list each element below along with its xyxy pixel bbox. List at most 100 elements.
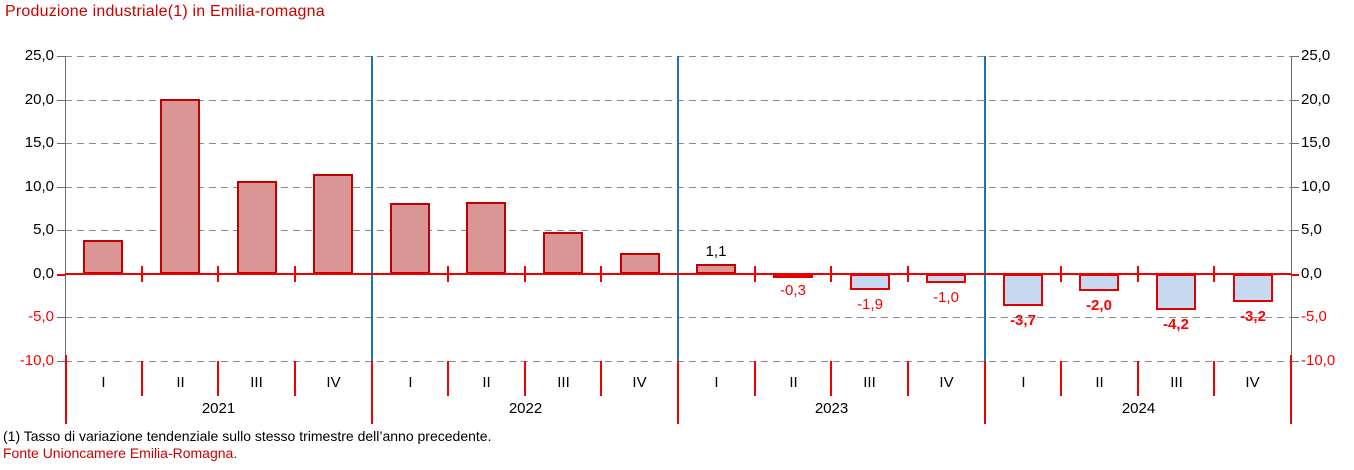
axis-tick [57,100,65,101]
x-tick-label-quarter: III [1170,374,1183,391]
year-separator-extension [677,361,679,424]
bar-label: -0,3 [780,282,806,299]
x-tick-label-quarter: III [863,374,876,391]
x-tick-label-quarter: I [408,374,413,391]
year-separator [984,56,986,361]
x-tick-label-quarter: IV [1245,374,1260,391]
x-tick-label-quarter: II [1095,374,1104,391]
quarter-tick-zero [1213,266,1215,282]
zero-line [65,273,1291,275]
y-tick-label-right: 15,0 [1301,134,1331,151]
y-tick-label-left: 10,0 [24,178,54,195]
year-separator-extension [984,361,986,424]
axis-tick [1291,274,1299,276]
bar-label: -1,9 [857,296,883,313]
quarter-tick-band [1060,361,1062,396]
axis-tick [1291,317,1299,318]
bar [83,240,123,274]
y-tick-label-left: 15,0 [24,134,54,151]
x-tick-label-quarter: IV [939,374,954,391]
quarter-tick-zero [907,266,909,282]
bar [466,202,506,274]
bar [390,203,430,274]
bar [160,99,200,274]
chart-title: Produzione industriale(1) in Emilia-roma… [5,3,325,20]
bar-label: -1,0 [933,289,959,306]
quarter-tick-zero [1137,266,1139,282]
x-tick-label-quarter: I [714,374,719,391]
quarter-tick-zero [754,266,756,282]
x-tick-label-quarter: III [250,374,263,391]
y-tick-label-right: 20,0 [1301,91,1331,108]
axis-tick [57,230,65,231]
quarter-tick-zero [524,266,526,282]
axis-line-right [1291,56,1292,361]
x-tick-label-quarter: II [482,374,491,391]
axis-tick [57,361,65,362]
quarter-tick-band [1137,361,1139,396]
year-separator-extension [371,361,373,424]
quarter-tick-band [754,361,756,396]
bar-label: -4,2 [1163,316,1189,333]
x-tick-label-quarter: IV [632,374,647,391]
axis-tick [1291,143,1299,144]
quarter-tick-zero [600,266,602,282]
y-tick-label-left: 0,0 [33,265,54,282]
axis-tick [1291,187,1299,188]
x-tick-label-quarter: III [557,374,570,391]
quarter-tick-band [907,361,909,396]
y-tick-label-right: 10,0 [1301,178,1331,195]
y-tick-label-right: 0,0 [1301,265,1322,282]
axis-extension [1290,355,1292,424]
axis-tick [1291,361,1299,362]
quarter-tick-zero [447,266,449,282]
quarter-tick-band [141,361,143,396]
x-tick-label-year: 2023 [814,400,849,417]
axis-tick [57,143,65,144]
bar [237,181,277,274]
axis-tick [1291,100,1299,101]
x-tick-label-year: 2022 [508,400,543,417]
quarter-tick-zero [1060,266,1062,282]
bar [1003,274,1043,306]
bar [926,274,966,283]
bar [620,253,660,274]
axis-extension [65,355,67,424]
x-tick-label-year: 2024 [1121,400,1156,417]
axis-tick [1291,230,1299,231]
x-tick-label-quarter: IV [326,374,341,391]
axis-tick [57,317,65,318]
bar [1156,274,1196,310]
bar [543,232,583,274]
quarter-tick-band [217,361,219,396]
quarter-tick-band [524,361,526,396]
quarter-tick-band [1213,361,1215,396]
y-tick-label-right: -5,0 [1301,308,1327,325]
bar-label: -3,7 [1010,312,1036,329]
footnote-definition: (1) Tasso di variazione tendenziale sull… [3,428,492,444]
quarter-tick-zero [217,266,219,282]
y-tick-label-right: 5,0 [1301,221,1322,238]
y-tick-label-right: 25,0 [1301,47,1331,64]
footnote-source: Fonte Unioncamere Emilia-Romagna. [3,445,238,461]
x-tick-label-year: 2021 [201,400,236,417]
year-separator [677,56,679,361]
bar [773,274,813,278]
quarter-tick-band [600,361,602,396]
quarter-tick-band [830,361,832,396]
quarter-tick-zero [141,266,143,282]
bar-label: -2,0 [1086,297,1112,314]
axis-tick [57,274,65,276]
y-tick-label-left: 20,0 [24,91,54,108]
x-tick-label-quarter: II [789,374,798,391]
bar-label: -3,2 [1240,308,1266,325]
quarter-tick-band [447,361,449,396]
x-tick-label-quarter: I [1021,374,1026,391]
quarter-tick-zero [830,266,832,282]
bar [850,274,890,290]
y-tick-label-left: 5,0 [33,221,54,238]
bar [1079,274,1119,291]
quarter-tick-band [294,361,296,396]
y-tick-label-right: -10,0 [1301,352,1336,369]
